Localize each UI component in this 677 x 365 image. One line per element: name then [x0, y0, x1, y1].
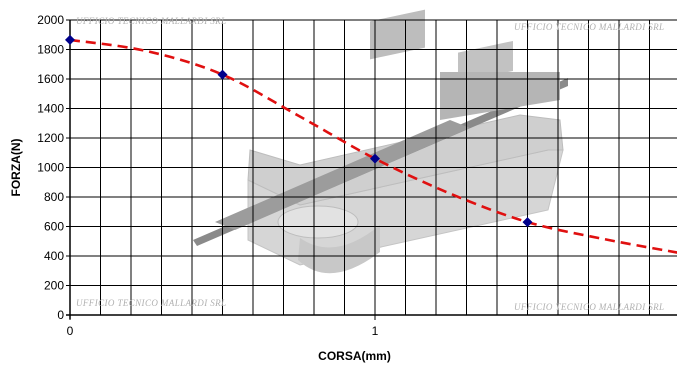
x-tick-label: 1 — [372, 324, 379, 338]
y-tick-label: 400 — [44, 249, 64, 263]
x-tick-label: 0 — [67, 324, 74, 338]
watermark-top-right: UFFICIO TECNICO MALLARDI SRL — [514, 22, 664, 32]
data-point — [65, 34, 75, 45]
y-tick-label: 800 — [44, 190, 64, 204]
trendline — [69, 38, 677, 254]
y-tick-label: 1400 — [37, 102, 64, 116]
y-tick-label: 0 — [57, 308, 64, 322]
y-tick-label: 600 — [44, 220, 64, 234]
data-point — [522, 217, 533, 228]
trendline-path — [69, 38, 677, 254]
axes — [66, 20, 677, 319]
illustration-shaft-rear — [215, 120, 470, 230]
grid — [70, 19, 677, 316]
y-tick-label: 1600 — [37, 72, 64, 86]
y-tick-label: 200 — [44, 279, 64, 293]
illustration-flange — [298, 225, 380, 274]
x-axis-title: CORSA(mm) — [318, 349, 391, 363]
watermark-top-left: UFFICIO TECNICO MALLARDI SRL — [76, 16, 226, 26]
illustration-coil-a — [370, 9, 425, 60]
watermark-bottom-left: UFFICIO TECNICO MALLARDI SRL — [76, 298, 226, 308]
watermarks: UFFICIO TECNICO MALLARDI SRL UFFICIO TEC… — [76, 16, 664, 312]
y-tick-label: 2000 — [37, 13, 64, 27]
watermark-bottom-right: UFFICIO TECNICO MALLARDI SRL — [514, 302, 664, 312]
data-points — [65, 34, 533, 228]
data-point — [370, 153, 380, 164]
tick-labels: 0 200 400 600 800 1000 1200 1400 1600 1800 2000 0 1 — [37, 13, 378, 338]
y-tick-label: 1000 — [37, 161, 64, 175]
illustration-end-face — [277, 205, 359, 239]
y-tick-label: 1800 — [37, 43, 64, 57]
data-point — [217, 69, 228, 80]
y-axis-title: FORZA(N) — [9, 139, 23, 197]
y-tick-label: 1200 — [37, 131, 64, 145]
